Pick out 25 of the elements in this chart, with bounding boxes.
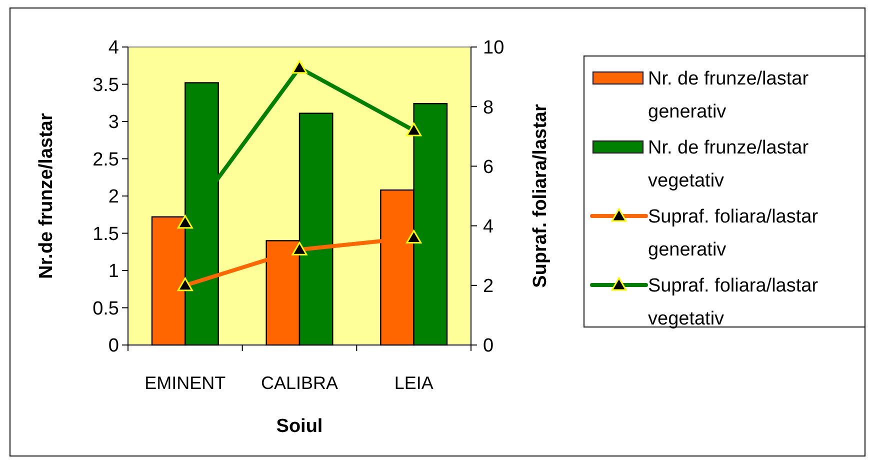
y-tick-label: 1 <box>108 261 119 282</box>
legend-label: Supraf. foliara/lastar vegetativ <box>648 276 819 330</box>
y-tick-label: 1.5 <box>92 224 119 245</box>
y-tick-label: 3 <box>108 112 119 134</box>
y2-axis-title: Supraf. foliara/lastar <box>530 104 551 288</box>
legend-label: Supraf. foliara/lastar generativ <box>648 206 819 261</box>
y-tick-label: 2.5 <box>92 149 119 170</box>
x-tick-label: LEIA <box>394 373 434 393</box>
legend-label: Nr. de frunze/lastar generativ <box>648 68 810 123</box>
y2-tick-label: 4 <box>483 216 494 238</box>
y-tick-label: 0.5 <box>92 298 119 320</box>
x-tick-label: CALIBRA <box>260 373 338 393</box>
x-axis-title: Soiul <box>276 416 323 437</box>
y-axis-title: Nr.de frunze/lastar <box>36 112 57 279</box>
y-tick-label: 0 <box>108 336 119 357</box>
y2-tick-label: 2 <box>483 276 494 298</box>
y-tick-label: 3.5 <box>92 74 119 96</box>
y2-tick-label: 10 <box>483 38 504 59</box>
y2-tick-label: 0 <box>483 336 494 357</box>
legend-label: Nr. de frunze/lastar vegetativ <box>648 138 810 192</box>
y-tick-label: 4 <box>108 38 120 59</box>
y2-tick-label: 6 <box>483 156 494 178</box>
y2-tick-label: 8 <box>483 97 494 118</box>
x-tick-label: EMINENT <box>144 373 226 393</box>
y-tick-label: 2 <box>108 186 119 208</box>
